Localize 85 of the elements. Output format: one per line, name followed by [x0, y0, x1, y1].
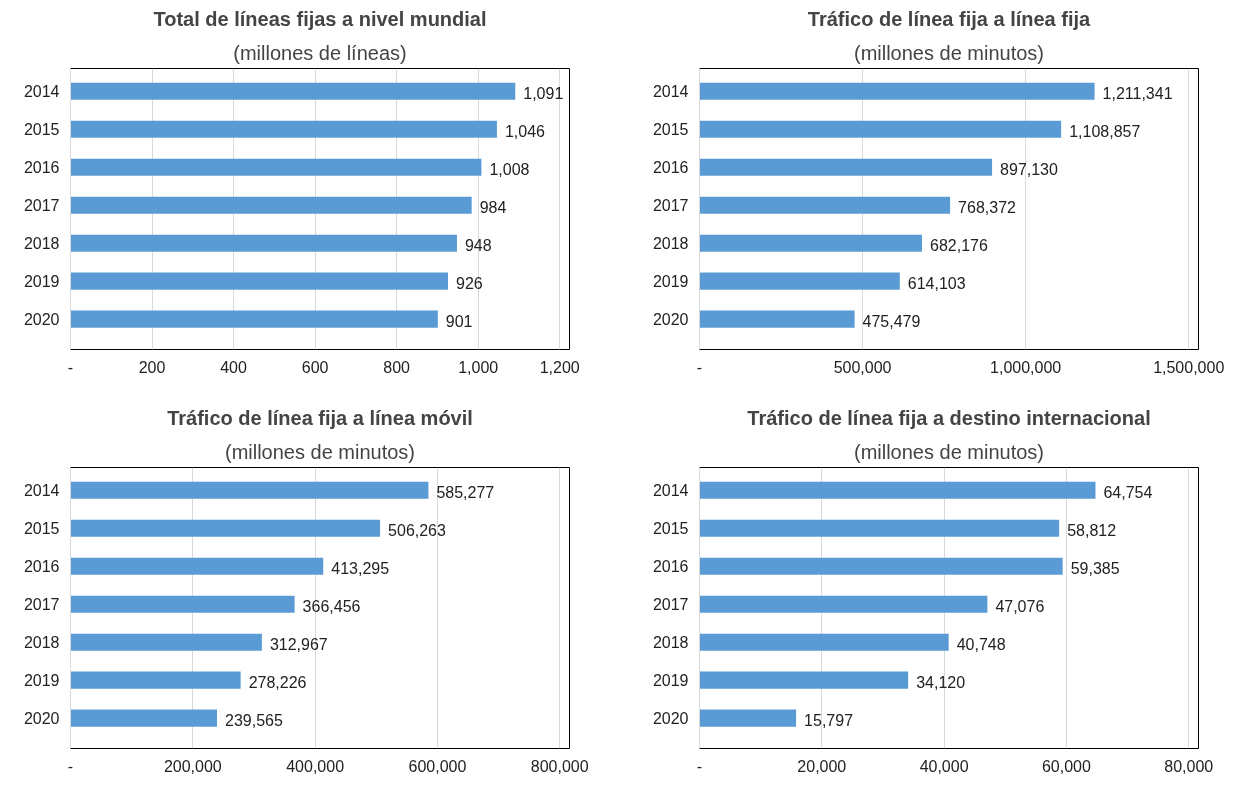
data-label: 15,797	[804, 712, 854, 730]
chart-subtitle: (millones de líneas)	[233, 41, 407, 64]
x-tick-label: 400,000	[286, 757, 345, 775]
y-tick-label: 2017	[652, 596, 689, 614]
y-tick-label: 2016	[23, 159, 60, 177]
data-label: 278,226	[248, 674, 307, 692]
x-tick-label: -	[696, 358, 703, 376]
chart-title: Tráfico de línea fija a destino internacional	[747, 406, 1151, 429]
y-tick-label: 2016	[23, 558, 60, 576]
data-label: 901	[445, 313, 473, 331]
y-tick-label: 2017	[652, 197, 689, 215]
data-label: 58,812	[1067, 522, 1117, 540]
data-label: 34,120	[916, 674, 966, 692]
y-tick-label: 2019	[652, 273, 689, 291]
data-label: 1,008	[489, 161, 530, 179]
y-tick-label: 2019	[652, 672, 689, 690]
y-tick-label: 2020	[23, 311, 60, 329]
y-tick-label: 2019	[23, 672, 60, 690]
data-label: 926	[456, 275, 483, 293]
y-tick-label: 2019	[23, 273, 60, 291]
y-tick-label: 2014	[652, 83, 689, 101]
x-tick-label: -	[67, 757, 74, 775]
data-label: 897,130	[1000, 161, 1059, 179]
x-tick-label: 800,000	[530, 757, 589, 775]
data-label: 59,385	[1070, 560, 1120, 578]
x-tick-label: 40,000	[919, 757, 969, 775]
data-label: 1,046	[504, 123, 546, 141]
chart-title: Tráfico de línea fija a línea fija	[807, 7, 1092, 30]
x-tick-label: 600,000	[408, 757, 467, 775]
x-tick-label: 600	[301, 358, 329, 376]
y-tick-label: 2016	[652, 159, 689, 177]
x-tick-label: 200	[138, 358, 166, 376]
x-tick-label: 80,000	[1164, 757, 1214, 775]
y-tick-label: 2014	[652, 482, 689, 500]
chart-subtitle: (millones de minutos)	[853, 41, 1045, 64]
data-label: 614,103	[907, 275, 966, 293]
data-label: 47,076	[995, 598, 1045, 616]
y-tick-label: 2016	[652, 558, 689, 576]
y-tick-label: 2020	[652, 311, 689, 329]
y-tick-label: 2020	[23, 710, 60, 728]
data-label: 506,263	[388, 522, 447, 540]
y-tick-label: 2015	[652, 520, 689, 538]
y-tick-label: 2015	[23, 121, 60, 139]
y-tick-label: 2018	[652, 235, 689, 253]
x-tick-label: 1,000	[458, 358, 499, 376]
y-tick-label: 2017	[23, 197, 60, 215]
x-tick-label: 400	[220, 358, 248, 376]
x-tick-label: 1,000,000	[990, 358, 1062, 376]
chart-title: Total de líneas fijas a nivel mundial	[153, 7, 487, 30]
y-tick-label: 2020	[652, 710, 689, 728]
data-label: 1,108,857	[1069, 123, 1141, 141]
x-tick-label: 200,000	[163, 757, 222, 775]
data-label: 64,754	[1103, 484, 1153, 502]
y-tick-label: 2018	[23, 634, 60, 652]
data-label: 682,176	[929, 237, 988, 255]
data-label: 239,565	[225, 712, 283, 730]
y-tick-label: 2015	[23, 520, 60, 538]
x-tick-label: 1,200	[539, 358, 580, 376]
data-label: 1,211,341	[1102, 85, 1173, 103]
data-label: 366,456	[302, 598, 361, 616]
x-tick-label: 60,000	[1041, 757, 1091, 775]
data-label: 40,748	[956, 636, 1006, 654]
chart-subtitle: (millones de minutos)	[224, 440, 416, 463]
data-label: 585,277	[436, 484, 495, 502]
y-tick-label: 2014	[23, 482, 60, 500]
data-label: 413,295	[331, 560, 390, 578]
data-label: 984	[479, 199, 507, 217]
data-label: 768,372	[958, 199, 1017, 217]
x-tick-label: -	[696, 757, 703, 775]
y-tick-label: 2017	[23, 596, 60, 614]
y-tick-label: 2015	[652, 121, 689, 139]
x-tick-label: 1,500,000	[1153, 358, 1225, 376]
y-tick-label: 2018	[652, 634, 689, 652]
data-label: 312,967	[269, 636, 328, 654]
y-tick-label: 2014	[23, 83, 60, 101]
x-tick-label: 800	[383, 358, 411, 376]
data-label: 1,091	[523, 85, 564, 103]
chart-subtitle: (millones de minutos)	[853, 440, 1045, 463]
x-tick-label: 500,000	[833, 358, 892, 376]
x-tick-label: -	[67, 358, 74, 376]
data-label: 948	[464, 237, 492, 255]
data-label: 475,479	[862, 313, 921, 331]
y-tick-label: 2018	[23, 235, 60, 253]
x-tick-label: 20,000	[797, 757, 847, 775]
chart-title: Tráfico de línea fija a línea móvil	[167, 406, 473, 429]
